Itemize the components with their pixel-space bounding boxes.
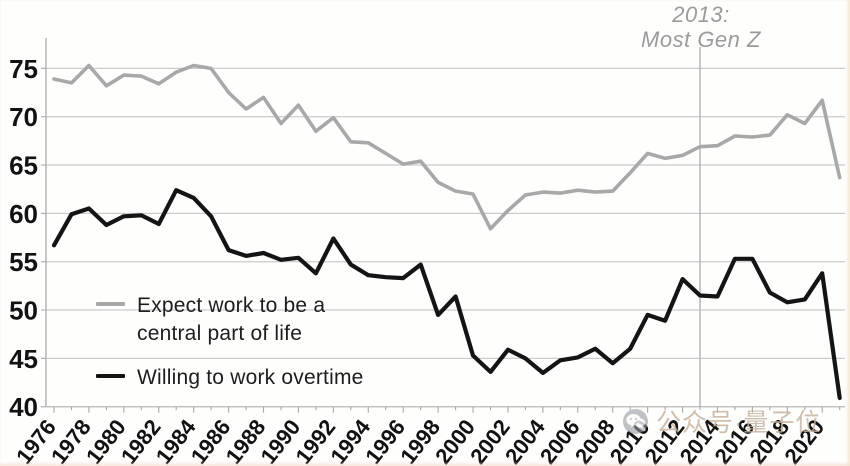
y-tick-label: 65 [9, 151, 38, 181]
y-tick-label: 60 [9, 199, 38, 229]
legend-line-swatch-gray [96, 302, 125, 306]
legend-item-overtime: Willing to work overtime [96, 364, 364, 392]
y-tick-label: 75 [9, 54, 38, 84]
y-tick-label: 50 [9, 296, 38, 326]
series-line-overtime [51, 188, 842, 401]
legend-line-swatch-black [96, 374, 125, 378]
legend: Expect work to be a central part of life… [96, 292, 364, 408]
y-tick-label: 45 [9, 344, 38, 374]
annotation-genz-label: Most Gen Z [641, 27, 761, 52]
annotation-year-label: 2013: [672, 2, 730, 27]
y-tick-label: 40 [9, 392, 38, 422]
y-tick-label: 55 [9, 247, 38, 277]
series-line-expect-work [52, 63, 842, 231]
legend-label: Expect work to be a central part of life [137, 294, 326, 345]
x-tick-label: 2020 [779, 415, 829, 466]
legend-label: Willing to work overtime [137, 366, 364, 389]
y-tick-label: 70 [9, 102, 38, 132]
legend-item-expect-work: Expect work to be a central part of life [96, 292, 364, 348]
annotation-2013: 2013: Most Gen Z [595, 2, 807, 52]
